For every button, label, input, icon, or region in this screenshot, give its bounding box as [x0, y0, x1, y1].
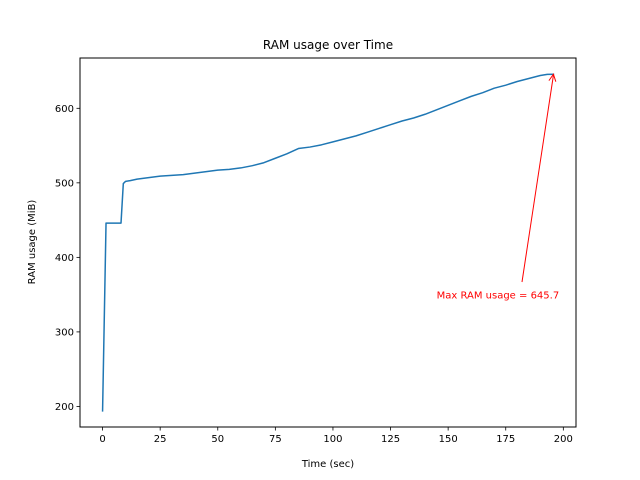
y-tick-label: 400	[55, 253, 74, 264]
x-tick-label: 50	[211, 434, 224, 445]
x-tick-label: 25	[154, 434, 167, 445]
x-tick-label: 150	[439, 434, 458, 445]
x-tick-label: 125	[381, 434, 400, 445]
x-tick-label: 175	[496, 434, 515, 445]
x-tick-label: 100	[323, 434, 342, 445]
max-ram-annotation: Max RAM usage = 645.7	[437, 290, 560, 301]
y-tick-label: 200	[55, 402, 74, 413]
y-tick-label: 300	[55, 327, 74, 338]
x-tick-label: 75	[269, 434, 282, 445]
plot-frame	[79, 57, 577, 428]
annotation-arrow-line	[521, 75, 554, 283]
annotation-arrow-head	[548, 73, 557, 82]
chart-title: RAM usage over Time	[263, 38, 393, 52]
y-tick-label: 500	[55, 178, 74, 189]
x-tick-label: 0	[99, 434, 105, 445]
ram-usage-line	[101, 73, 555, 412]
y-axis-label: RAM usage (MiB)	[27, 200, 38, 285]
x-tick-label: 200	[554, 434, 573, 445]
y-tick-label: 600	[55, 104, 74, 115]
x-axis-label: Time (sec)	[301, 459, 354, 470]
